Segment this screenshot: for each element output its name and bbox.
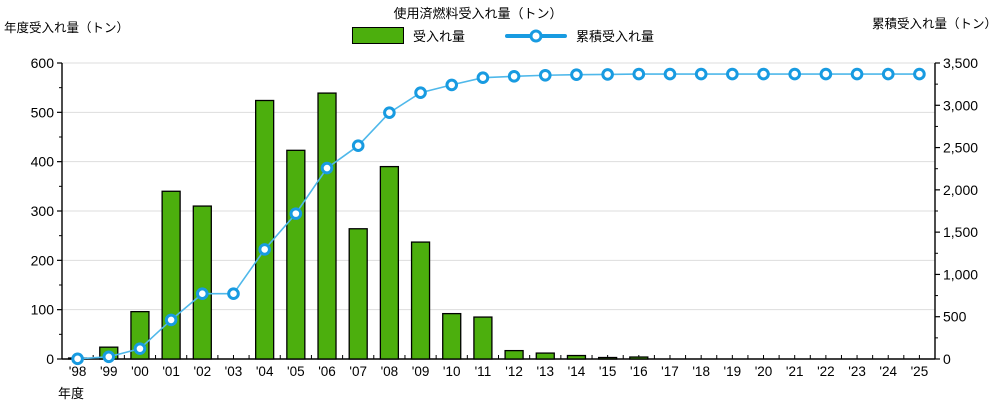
line-marker-18 bbox=[694, 67, 708, 81]
line-marker-19 bbox=[726, 67, 739, 81]
left-axis-tick-label: 100 bbox=[31, 302, 55, 318]
legend: 受入れ量 累積受入れ量 bbox=[351, 26, 655, 45]
bar-legend-swatch bbox=[351, 27, 404, 44]
bar-02 bbox=[192, 205, 212, 360]
bar-14 bbox=[566, 354, 587, 360]
x-axis-tick-label: '24 bbox=[879, 364, 897, 379]
bar-12 bbox=[504, 349, 524, 360]
bar-legend-label: 受入れ量 bbox=[412, 29, 465, 44]
line-marker-98 bbox=[71, 352, 84, 366]
right-axis-tick-label: 3,500 bbox=[943, 55, 978, 71]
line-marker-22 bbox=[819, 67, 833, 81]
x-axis-tick-label: '11 bbox=[475, 364, 492, 379]
line-marker-04 bbox=[258, 243, 271, 256]
line-marker-99 bbox=[102, 350, 116, 364]
chart-title: 使用済燃料受入れ量（トン） bbox=[393, 6, 563, 21]
line-marker-05 bbox=[289, 207, 303, 220]
line-marker-03 bbox=[227, 287, 240, 301]
x-axis-tick-label: '18 bbox=[692, 364, 710, 379]
bar-01 bbox=[161, 190, 181, 360]
line-marker-21 bbox=[788, 67, 801, 81]
left-axis-tick-label: 600 bbox=[31, 55, 55, 71]
x-axis-tick-label: '00 bbox=[131, 364, 149, 379]
bar-09 bbox=[410, 241, 431, 360]
line-marker-02 bbox=[196, 287, 209, 301]
x-axis-tick-label: '99 bbox=[100, 364, 118, 379]
line-marker-08 bbox=[383, 106, 396, 120]
line-marker-11 bbox=[476, 71, 490, 85]
right-axis-tick-label: 1,000 bbox=[943, 266, 978, 282]
left-axis-tick-label: 0 bbox=[46, 351, 54, 367]
line-marker-15 bbox=[601, 68, 614, 81]
line-marker-25 bbox=[913, 67, 926, 81]
bar-15 bbox=[597, 356, 618, 360]
line-marker-24 bbox=[881, 67, 895, 81]
bar-13 bbox=[535, 352, 555, 360]
left-axis-tick-label: 200 bbox=[31, 252, 55, 268]
x-axis-tick-label: '23 bbox=[848, 364, 866, 379]
line-legend-sample bbox=[505, 28, 567, 44]
line-marker-17 bbox=[663, 67, 677, 81]
x-axis-tick-label: '08 bbox=[381, 364, 399, 379]
x-axis-tick-label: '16 bbox=[630, 364, 648, 379]
bar-10 bbox=[442, 312, 462, 360]
bar-07 bbox=[348, 228, 368, 360]
x-axis-tick-label: '03 bbox=[225, 364, 243, 379]
cumulative-line bbox=[77, 73, 920, 360]
x-axis-tick-label: '02 bbox=[194, 364, 212, 379]
bar-11 bbox=[473, 316, 493, 360]
left-axis-title: 年度受入れ量（トン） bbox=[4, 21, 130, 35]
line-marker-07 bbox=[351, 139, 365, 153]
line-marker-16 bbox=[632, 67, 646, 81]
x-axis-tick-label: '25 bbox=[911, 364, 929, 379]
right-axis-tick-label: 2,500 bbox=[943, 140, 978, 156]
x-axis-tick-label: '98 bbox=[69, 364, 87, 379]
bar-05 bbox=[286, 149, 306, 360]
x-axis-title: 年度 bbox=[58, 386, 85, 400]
x-axis-tick-label: '04 bbox=[256, 364, 274, 379]
line-marker-14 bbox=[570, 68, 583, 81]
line-legend-marker-icon bbox=[529, 29, 543, 42]
line-marker-12 bbox=[507, 69, 521, 83]
right-axis-tick-label: 2,000 bbox=[943, 182, 978, 198]
x-axis-tick-label: '12 bbox=[505, 364, 523, 379]
x-axis-tick-label: '22 bbox=[817, 364, 835, 379]
right-axis-tick-label: 3,000 bbox=[943, 97, 978, 113]
bar-04 bbox=[255, 99, 275, 360]
x-axis-tick-label: '17 bbox=[661, 364, 679, 379]
x-axis-tick-label: '09 bbox=[412, 364, 430, 379]
x-axis-tick-label: '01 bbox=[162, 364, 180, 379]
bar-16 bbox=[629, 356, 649, 360]
line-legend-label: 累積受入れ量 bbox=[576, 29, 655, 44]
right-axis-tick-label: 1,500 bbox=[943, 224, 978, 240]
line-marker-23 bbox=[850, 67, 864, 81]
x-axis-tick-label: '07 bbox=[349, 364, 367, 379]
left-axis-tick-label: 300 bbox=[31, 203, 55, 219]
right-axis-tick-label: 0 bbox=[943, 351, 951, 367]
right-axis-tick-label: 500 bbox=[943, 309, 967, 325]
line-marker-01 bbox=[164, 313, 178, 327]
bar-06 bbox=[317, 92, 337, 360]
x-axis-tick-label: '15 bbox=[599, 364, 617, 379]
x-axis-tick-label: '06 bbox=[318, 364, 336, 379]
left-axis-tick-label: 500 bbox=[31, 104, 55, 120]
line-marker-10 bbox=[445, 78, 459, 92]
line-marker-20 bbox=[757, 67, 770, 81]
x-axis-tick-label: '20 bbox=[755, 364, 773, 379]
bar-08 bbox=[379, 165, 400, 360]
x-axis-tick-label: '14 bbox=[568, 364, 586, 379]
line-marker-06 bbox=[320, 161, 334, 175]
left-axis-tick-label: 400 bbox=[31, 154, 55, 170]
x-axis-tick-label: '05 bbox=[287, 364, 305, 379]
x-axis-tick-label: '10 bbox=[443, 364, 461, 379]
x-axis-tick-label: '21 bbox=[786, 364, 804, 379]
x-axis-tick-label: '13 bbox=[536, 364, 554, 379]
line-marker-00 bbox=[133, 342, 147, 355]
line-marker-09 bbox=[414, 86, 427, 99]
line-marker-13 bbox=[538, 68, 552, 82]
right-axis-title: 累積受入れ量（トン） bbox=[871, 17, 997, 31]
x-axis-tick-label: '19 bbox=[724, 364, 742, 379]
